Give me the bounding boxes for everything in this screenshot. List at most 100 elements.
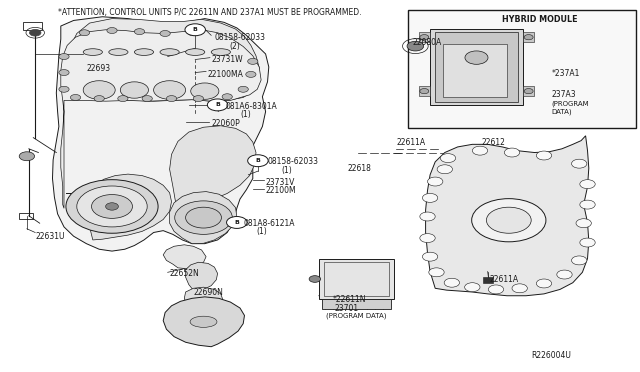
Polygon shape: [170, 192, 237, 244]
Bar: [435, 32, 518, 102]
Circle shape: [429, 268, 444, 277]
Circle shape: [512, 284, 527, 293]
Circle shape: [29, 29, 41, 36]
Text: (PROGRAM DATA): (PROGRAM DATA): [326, 313, 387, 320]
Text: 08158-62033: 08158-62033: [214, 33, 266, 42]
Circle shape: [576, 219, 591, 228]
Circle shape: [83, 81, 115, 99]
Text: 23731W: 23731W: [211, 55, 243, 64]
Circle shape: [77, 186, 147, 227]
Text: (2): (2): [229, 42, 240, 51]
Text: 22693: 22693: [86, 64, 111, 73]
Bar: [523, 86, 534, 96]
Circle shape: [580, 200, 595, 209]
Bar: [19, 213, 33, 219]
Circle shape: [422, 193, 438, 202]
Circle shape: [118, 96, 128, 102]
Text: 22611A: 22611A: [490, 275, 519, 284]
Circle shape: [440, 154, 456, 163]
Text: 08158-62033: 08158-62033: [268, 157, 319, 166]
Text: (PROGRAM: (PROGRAM: [552, 100, 589, 107]
Text: 22080A: 22080A: [412, 38, 442, 47]
Circle shape: [188, 30, 198, 36]
Circle shape: [107, 28, 117, 33]
Circle shape: [66, 180, 158, 233]
Text: *ATTENTION, CONTROL UNITS P/C 22611N AND 237A1 MUST BE PROGRAMMED.: *ATTENTION, CONTROL UNITS P/C 22611N AND…: [58, 8, 361, 17]
Bar: [483, 277, 493, 283]
Circle shape: [106, 203, 118, 210]
Text: B: B: [193, 27, 198, 32]
Circle shape: [488, 285, 504, 294]
Circle shape: [79, 30, 90, 36]
Ellipse shape: [160, 49, 179, 55]
Circle shape: [160, 31, 170, 36]
Circle shape: [420, 234, 435, 243]
Bar: [322, 299, 391, 309]
Bar: [23, 22, 42, 30]
Circle shape: [227, 217, 247, 228]
Polygon shape: [163, 245, 206, 269]
Text: 081A8-6121A: 081A8-6121A: [243, 219, 294, 228]
Circle shape: [207, 99, 228, 111]
Polygon shape: [426, 136, 589, 296]
Bar: [430, 29, 523, 105]
Circle shape: [142, 96, 152, 102]
Circle shape: [472, 199, 546, 242]
Text: 22690N: 22690N: [193, 288, 223, 296]
Text: 22060P: 22060P: [211, 119, 240, 128]
Circle shape: [580, 180, 595, 189]
Circle shape: [222, 94, 232, 100]
Circle shape: [407, 41, 424, 51]
Circle shape: [504, 148, 520, 157]
Ellipse shape: [211, 49, 230, 55]
Ellipse shape: [186, 49, 205, 55]
Circle shape: [19, 152, 35, 161]
Circle shape: [420, 89, 429, 94]
Ellipse shape: [190, 316, 217, 327]
Text: DATA): DATA): [552, 108, 572, 115]
Circle shape: [248, 58, 258, 64]
Text: 081A6-8301A: 081A6-8301A: [225, 102, 277, 110]
Bar: [419, 86, 430, 96]
Circle shape: [175, 201, 232, 234]
Text: 23701: 23701: [334, 304, 358, 312]
Text: 22100M: 22100M: [266, 186, 296, 195]
Circle shape: [472, 146, 488, 155]
Circle shape: [524, 35, 533, 40]
Text: (1): (1): [240, 110, 251, 119]
Circle shape: [428, 177, 443, 186]
Text: 22631U: 22631U: [35, 232, 65, 241]
Text: 22618: 22618: [348, 164, 371, 173]
Bar: [319, 259, 394, 299]
Circle shape: [465, 51, 488, 64]
Circle shape: [238, 86, 248, 92]
Circle shape: [134, 29, 145, 35]
Text: 23731V: 23731V: [266, 178, 295, 187]
Circle shape: [166, 96, 177, 102]
Circle shape: [154, 81, 186, 99]
Text: (1): (1): [256, 227, 267, 236]
Circle shape: [246, 71, 256, 77]
Bar: [408, 10, 636, 128]
Polygon shape: [88, 174, 172, 240]
Polygon shape: [52, 17, 269, 251]
Text: R226004U: R226004U: [531, 351, 571, 360]
Ellipse shape: [134, 49, 154, 55]
Circle shape: [59, 54, 69, 60]
Circle shape: [437, 165, 452, 174]
Circle shape: [70, 94, 81, 100]
Polygon shape: [170, 126, 256, 205]
Text: 22652N: 22652N: [170, 269, 199, 278]
Bar: [419, 32, 430, 42]
Circle shape: [185, 24, 205, 36]
Text: 22100MA: 22100MA: [208, 70, 244, 79]
Text: *237A1: *237A1: [552, 69, 580, 78]
Text: B: B: [234, 220, 239, 225]
Circle shape: [420, 35, 429, 40]
Polygon shape: [184, 287, 223, 314]
Polygon shape: [163, 297, 244, 347]
Circle shape: [186, 207, 221, 228]
Bar: [443, 44, 507, 97]
Bar: [324, 262, 389, 296]
Circle shape: [309, 276, 321, 282]
